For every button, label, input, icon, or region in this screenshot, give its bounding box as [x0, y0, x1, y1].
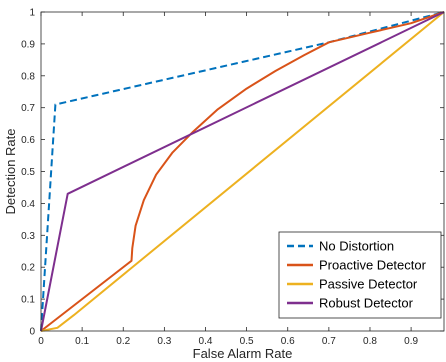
y-tick-label: 0 [29, 327, 35, 338]
legend-label-robust-detector: Robust Detector [319, 296, 414, 311]
x-tick-label: 0.4 [199, 336, 213, 347]
y-tick-label: 0.4 [21, 199, 35, 210]
x-tick-label: 0.9 [404, 336, 418, 347]
x-tick-label: 0.2 [116, 336, 130, 347]
y-tick-label: 0.2 [21, 263, 35, 274]
y-tick-label: 0.5 [21, 167, 35, 178]
y-axis-ticks: 0 0.1 0.2 0.3 0.4 0.5 0.6 0.7 0.8 0.9 1 [21, 8, 444, 338]
x-tick-label: 0.1 [75, 336, 89, 347]
x-tick-label: 0.8 [363, 336, 377, 347]
x-tick-label: 0.3 [157, 336, 171, 347]
x-axis-label: False Alarm Rate [193, 346, 293, 361]
y-tick-label: 0.3 [21, 231, 35, 242]
series-line-robust-detector [40, 11, 445, 332]
y-tick-label: 1 [29, 8, 35, 19]
x-tick-label: 0.5 [240, 336, 254, 347]
series-line-passive-detector [40, 11, 445, 332]
plot-frame [40, 11, 445, 332]
x-axis-ticks: 0 0.1 0.2 0.3 0.4 0.5 0.6 0.7 0.8 0.9 [38, 12, 418, 347]
y-tick-label: 0.7 [21, 103, 35, 114]
series-lines [40, 11, 445, 332]
series-line-no-distortion [40, 11, 445, 332]
x-tick-label: 0.6 [281, 336, 295, 347]
y-tick-label: 0.9 [21, 39, 35, 50]
legend-label-proactive-detector: Proactive Detector [319, 258, 427, 273]
y-axis-label: Detection Rate [3, 129, 18, 215]
x-tick-label: 0 [38, 336, 44, 347]
y-tick-label: 0.1 [21, 295, 35, 306]
legend: No Distortion Proactive Detector Passive D… [278, 231, 442, 319]
x-tick-label: 0.7 [322, 336, 336, 347]
series-line-proactive-detector [40, 11, 445, 332]
legend-label-passive-detector: Passive Detector [319, 277, 418, 292]
y-tick-label: 0.6 [21, 135, 35, 146]
y-tick-label: 0.8 [21, 71, 35, 82]
legend-label-no-distortion: No Distortion [319, 239, 394, 254]
